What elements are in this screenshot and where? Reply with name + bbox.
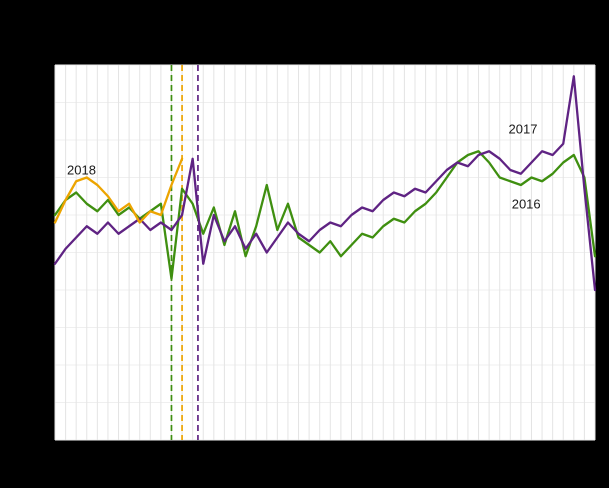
series-line-2016	[53, 150, 597, 280]
series-label-2016: 2016	[511, 196, 541, 212]
series-line-2018	[53, 157, 184, 224]
series-line-2017	[53, 75, 597, 292]
horizontal-gridlines	[55, 64, 595, 441]
vertical-gridlines	[54, 65, 596, 440]
series-label-2017: 2017	[508, 121, 538, 137]
series-label-2018: 2018	[67, 162, 96, 178]
